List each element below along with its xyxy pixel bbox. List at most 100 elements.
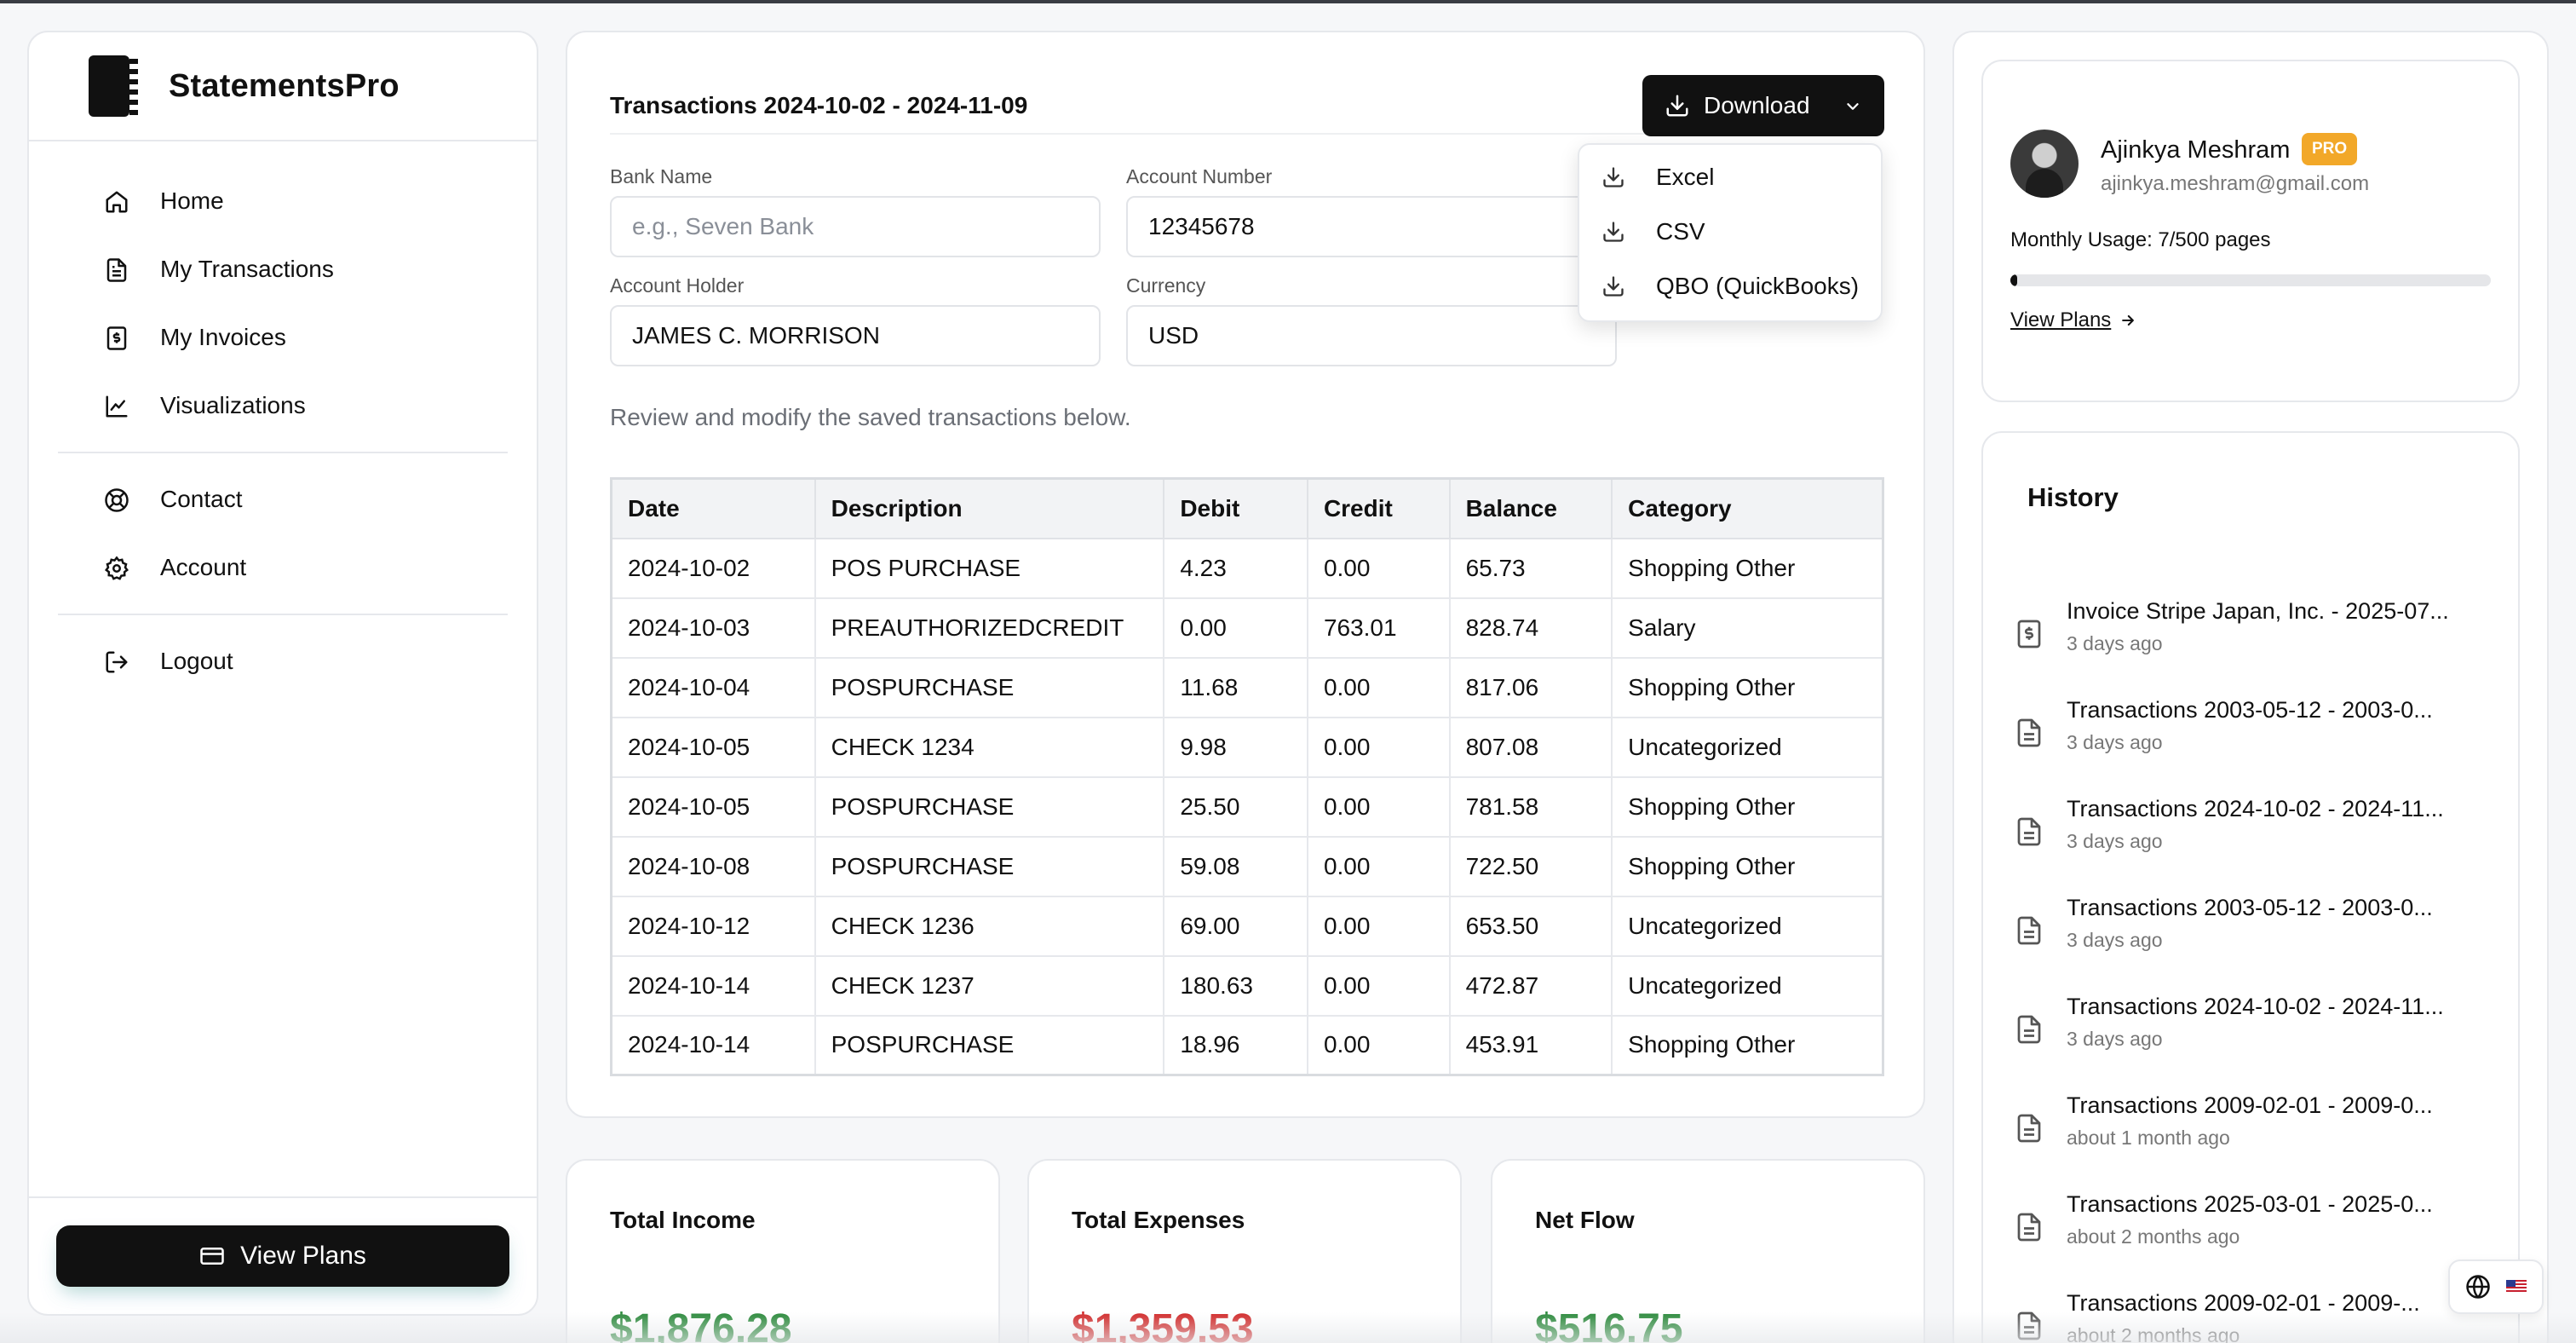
cell-date[interactable]: 2024-10-14	[610, 1014, 816, 1076]
view-plans-button[interactable]: View Plans	[56, 1225, 509, 1287]
document-icon	[2017, 718, 2041, 747]
cell-debit[interactable]: 0.00	[1163, 597, 1308, 659]
cell-description[interactable]: CHECK 1237	[814, 954, 1165, 1017]
cell-category[interactable]: Uncategorized	[1611, 954, 1884, 1017]
avatar[interactable]	[2010, 130, 2079, 198]
history-item[interactable]: Transactions 2003-05-12 - 2003-0... 3 day…	[1983, 697, 2518, 782]
cell-balance[interactable]: 65.73	[1448, 537, 1613, 599]
sidebar-item-my-invoices[interactable]: My Invoices	[58, 303, 508, 372]
cell-category[interactable]: Shopping Other	[1611, 835, 1884, 897]
cell-category[interactable]: Salary	[1611, 597, 1884, 659]
table-row[interactable]: 2024-10-08 POSPURCHASE 59.08 0.00 722.50 Shop…	[610, 835, 1884, 897]
sidebar-item-my-transactions[interactable]: My Transactions	[58, 235, 508, 303]
cell-credit[interactable]: 0.00	[1306, 537, 1451, 599]
sidebar-item-home[interactable]: Home	[58, 167, 508, 235]
cell-debit[interactable]: 180.63	[1163, 954, 1308, 1017]
cell-debit[interactable]: 59.08	[1163, 835, 1308, 897]
cell-balance[interactable]: 653.50	[1448, 895, 1613, 957]
cell-date[interactable]: 2024-10-05	[610, 775, 816, 838]
cell-balance[interactable]: 722.50	[1448, 835, 1613, 897]
cell-date[interactable]: 2024-10-12	[610, 895, 816, 957]
table-row[interactable]: 2024-10-04 POSPURCHASE 11.68 0.00 817.06 Shop…	[610, 656, 1884, 718]
cell-description[interactable]: POSPURCHASE	[814, 656, 1165, 718]
view-plans-link[interactable]: View Plans	[2010, 308, 2136, 332]
cell-date[interactable]: 2024-10-04	[610, 656, 816, 718]
cell-debit[interactable]: 25.50	[1163, 775, 1308, 838]
cell-category[interactable]: Shopping Other	[1611, 656, 1884, 718]
history-item[interactable]: Invoice Stripe Japan, Inc. - 2025-07... 3…	[1983, 598, 2518, 683]
cell-balance[interactable]: 817.06	[1448, 656, 1613, 718]
cell-description[interactable]: POS PURCHASE	[814, 537, 1165, 599]
cell-credit[interactable]: 0.00	[1306, 775, 1451, 838]
user-name: Ajinkya Meshram	[2101, 136, 2291, 164]
cell-description[interactable]: POSPURCHASE	[814, 775, 1165, 838]
download-menu-item-csv[interactable]: CSV	[1579, 205, 1881, 259]
cell-category[interactable]: Uncategorized	[1611, 716, 1884, 778]
cell-balance[interactable]: 453.91	[1448, 1014, 1613, 1076]
cell-debit[interactable]: 11.68	[1163, 656, 1308, 718]
sidebar-item-contact[interactable]: Contact	[58, 465, 508, 533]
sidebar-item-visualizations[interactable]: Visualizations	[58, 372, 508, 440]
table-row[interactable]: 2024-10-14 CHECK 1237 180.63 0.00 472.87 Unca…	[610, 954, 1884, 1017]
history-item[interactable]: Transactions 2025-03-01 - 2025-0... about…	[1983, 1191, 2518, 1277]
history-item[interactable]: Transactions 2009-02-01 - 2009-0... about…	[1983, 1092, 2518, 1178]
cell-category[interactable]: Uncategorized	[1611, 895, 1884, 957]
cell-category[interactable]: Shopping Other	[1611, 775, 1884, 838]
column-header-description[interactable]: Description	[814, 477, 1165, 539]
table-row[interactable]: 2024-10-14 POSPURCHASE 18.96 0.00 453.91 Shop…	[610, 1014, 1884, 1076]
cell-balance[interactable]: 807.08	[1448, 716, 1613, 778]
history-item-time: 3 days ago	[2067, 731, 2163, 753]
download-menu-item-qbo[interactable]: QBO (QuickBooks)	[1579, 259, 1881, 314]
column-header-credit[interactable]: Credit	[1306, 477, 1451, 539]
cell-balance[interactable]: 472.87	[1448, 954, 1613, 1017]
history-item[interactable]: Transactions 2003-05-12 - 2003-0... 3 day…	[1983, 895, 2518, 980]
cell-category[interactable]: Shopping Other	[1611, 1014, 1884, 1076]
cell-date[interactable]: 2024-10-08	[610, 835, 816, 897]
history-item[interactable]: Transactions 2024-10-02 - 2024-11... 3 da…	[1983, 796, 2518, 881]
download-button[interactable]: Download	[1642, 75, 1884, 136]
cell-date[interactable]: 2024-10-03	[610, 597, 816, 659]
account-number-input[interactable]	[1126, 196, 1617, 257]
cell-date[interactable]: 2024-10-05	[610, 716, 816, 778]
download-menu-item-excel[interactable]: Excel	[1579, 150, 1881, 205]
cell-date[interactable]: 2024-10-14	[610, 954, 816, 1017]
cell-credit[interactable]: 0.00	[1306, 1014, 1451, 1076]
table-row[interactable]: 2024-10-05 CHECK 1234 9.98 0.00 807.08 Uncate…	[610, 716, 1884, 778]
cell-date[interactable]: 2024-10-02	[610, 537, 816, 599]
cell-description[interactable]: POSPURCHASE	[814, 1014, 1165, 1076]
cell-balance[interactable]: 828.74	[1448, 597, 1613, 659]
table-row[interactable]: 2024-10-05 POSPURCHASE 25.50 0.00 781.58 Shop…	[610, 775, 1884, 838]
table-row[interactable]: 2024-10-03 PREAUTHORIZEDCREDIT 0.00 763.01 8…	[610, 597, 1884, 659]
sidebar-item-logout[interactable]: Logout	[58, 627, 508, 695]
cell-credit[interactable]: 0.00	[1306, 656, 1451, 718]
language-switcher[interactable]	[2448, 1259, 2544, 1314]
currency-input[interactable]	[1126, 305, 1617, 366]
cell-description[interactable]: PREAUTHORIZEDCREDIT	[814, 597, 1165, 659]
table-row[interactable]: 2024-10-02 POS PURCHASE 4.23 0.00 65.73 Shopp…	[610, 537, 1884, 599]
cell-description[interactable]: CHECK 1236	[814, 895, 1165, 957]
cell-category[interactable]: Shopping Other	[1611, 537, 1884, 599]
history-item[interactable]: Transactions 2024-10-02 - 2024-11... 3 da…	[1983, 994, 2518, 1079]
cell-credit[interactable]: 0.00	[1306, 716, 1451, 778]
cell-credit[interactable]: 0.00	[1306, 835, 1451, 897]
cell-debit[interactable]: 9.98	[1163, 716, 1308, 778]
column-header-balance[interactable]: Balance	[1448, 477, 1613, 539]
cell-description[interactable]: POSPURCHASE	[814, 835, 1165, 897]
cell-balance[interactable]: 781.58	[1448, 775, 1613, 838]
sidebar-item-account[interactable]: Account	[58, 533, 508, 602]
column-header-debit[interactable]: Debit	[1163, 477, 1308, 539]
history-item[interactable]: Transactions 2009-02-01 - 2009-... about …	[1983, 1290, 2518, 1343]
bank-name-input[interactable]	[610, 196, 1101, 257]
column-header-category[interactable]: Category	[1611, 477, 1884, 539]
cell-debit[interactable]: 69.00	[1163, 895, 1308, 957]
cell-credit[interactable]: 0.00	[1306, 895, 1451, 957]
cell-debit[interactable]: 18.96	[1163, 1014, 1308, 1076]
cell-debit[interactable]: 4.23	[1163, 537, 1308, 599]
cell-credit[interactable]: 0.00	[1306, 954, 1451, 1017]
table-row[interactable]: 2024-10-12 CHECK 1236 69.00 0.00 653.50 Uncat…	[610, 895, 1884, 957]
column-header-date[interactable]: Date	[610, 477, 816, 539]
cell-credit[interactable]: 763.01	[1306, 597, 1451, 659]
cell-description[interactable]: CHECK 1234	[814, 716, 1165, 778]
total-income-card: Total Income $1,876.28	[566, 1159, 1000, 1343]
account-holder-input[interactable]	[610, 305, 1101, 366]
